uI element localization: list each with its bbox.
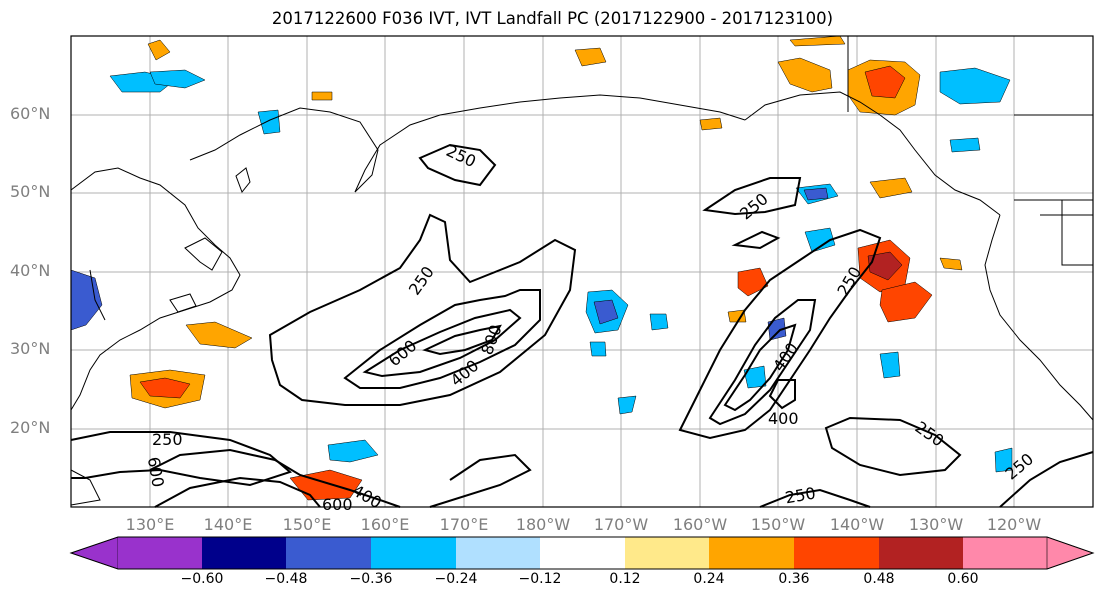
lon-label: 140°E (203, 515, 253, 534)
lon-label: 170°W (593, 515, 649, 534)
colorbar-segment (794, 537, 879, 569)
lon-label: 140°W (829, 515, 885, 534)
colorbar-segment (118, 537, 202, 569)
lon-label: 130°W (908, 515, 964, 534)
coastlines (70, 36, 1094, 506)
colorbar-segment (202, 537, 286, 569)
colorbar-tick-label: −0.60 (180, 571, 224, 587)
lon-label: 150°W (750, 515, 806, 534)
lat-label: 40°N (10, 261, 51, 280)
colorbar-segment (540, 537, 625, 569)
colorbar-segment (709, 537, 794, 569)
lon-label: 150°E (282, 515, 332, 534)
lat-label: 50°N (10, 182, 51, 201)
colorbar-tick-label: 0.24 (693, 571, 725, 587)
ivt-contours (70, 143, 1094, 508)
colorbar-tick-label: 0.36 (778, 571, 810, 587)
colorbar-tick-label: −0.36 (349, 571, 393, 587)
colorbar-tick-label: −0.48 (264, 571, 308, 587)
colorbar-segment (371, 537, 456, 569)
lat-label: 20°N (10, 418, 51, 437)
contour-label: 600 (322, 495, 353, 514)
colorbar-tick-label: 0.60 (947, 571, 979, 587)
colorbar-tick-label: −0.12 (518, 571, 562, 587)
map-frame (70, 35, 1094, 508)
colorbar (69, 536, 1095, 570)
colorbar-segment (963, 537, 1047, 569)
colorbar-segment (879, 537, 963, 569)
gridlines (71, 36, 1093, 507)
colorbar-segment (1046, 536, 1094, 570)
colorbar-segment (625, 537, 709, 569)
colorbar-tick-label: 0.12 (609, 571, 641, 587)
lon-label: 130°E (125, 515, 175, 534)
contour-label: 250 (152, 430, 183, 449)
lon-label: 120°W (986, 515, 1042, 534)
lon-label: 180°W (515, 515, 571, 534)
map-title: 2017122600 F036 IVT, IVT Landfall PC (20… (271, 9, 834, 28)
colorbar-tick-label: 0.48 (863, 571, 895, 587)
lon-label: 170°E (439, 515, 489, 534)
lat-label: 30°N (10, 339, 51, 358)
contour-label: 400 (768, 409, 799, 428)
shaded-patches (70, 35, 1013, 501)
lat-label: 60°N (10, 104, 51, 123)
colorbar-tick-label: −0.24 (434, 571, 478, 587)
colorbar-segment (456, 537, 540, 569)
colorbar-segment (70, 536, 119, 570)
lon-label: 160°W (672, 515, 728, 534)
colorbar-segment (286, 537, 371, 569)
lon-label: 160°E (360, 515, 410, 534)
